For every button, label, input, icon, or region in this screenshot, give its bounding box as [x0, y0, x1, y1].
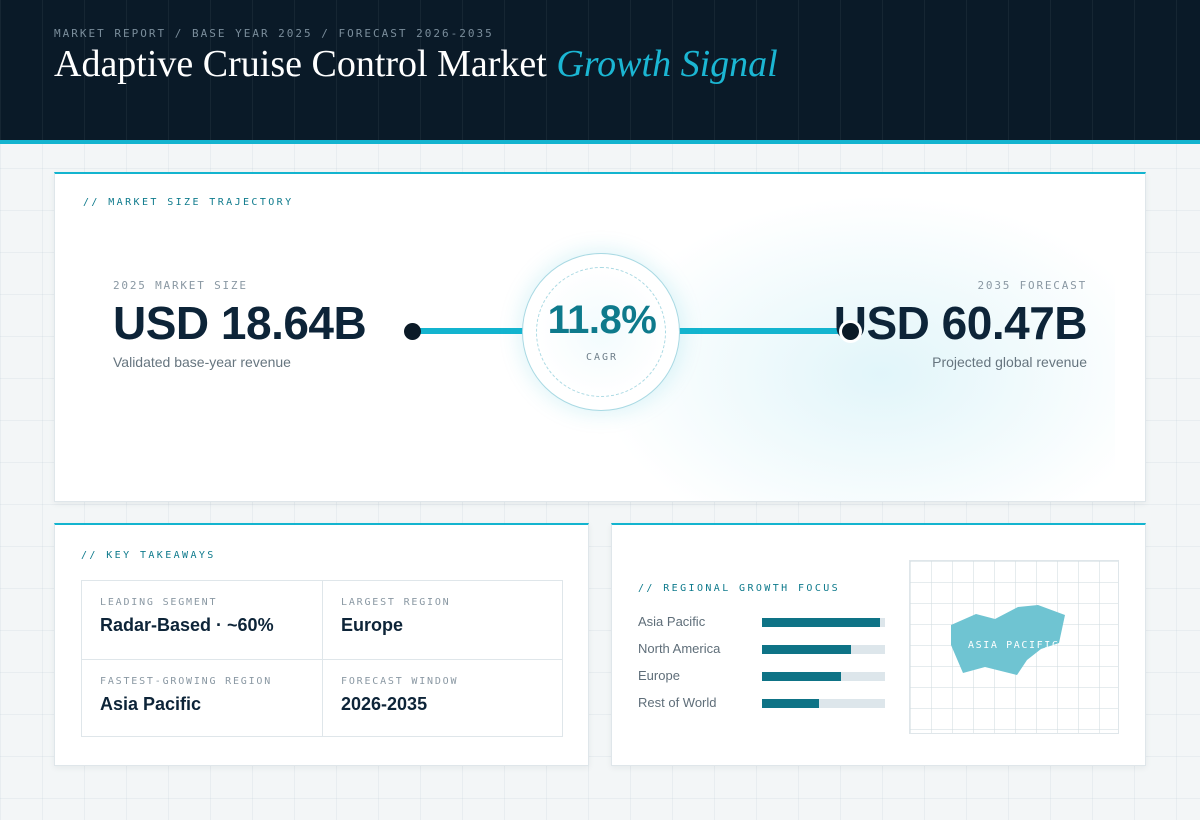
region-bar-track: [762, 699, 885, 708]
region-name: Rest of World: [638, 695, 717, 710]
base-year-value: USD 18.64B: [113, 297, 367, 349]
region-name: North America: [638, 641, 721, 656]
region-name: Europe: [638, 668, 680, 683]
takeaway-value: Asia Pacific: [100, 694, 202, 714]
regional-card-label: // REGIONAL GROWTH FOCUS: [638, 583, 841, 594]
cagr-inner-ring: 11.8% CAGR: [536, 267, 666, 397]
forecast-caption: 2035 FORECAST: [977, 279, 1087, 292]
market-size-trajectory-card: // MARKET SIZE TRAJECTORY 2025 MARKET SI…: [54, 172, 1146, 502]
base-year-caption: 2025 MARKET SIZE: [113, 279, 248, 292]
key-takeaways-card: // KEY TAKEAWAYS LEADING SEGMENT Radar-B…: [54, 523, 589, 766]
asia-pacific-shape: [951, 605, 1065, 675]
takeaway-leading-segment: LEADING SEGMENT Radar-Based · ~60%: [82, 581, 322, 659]
region-bar-track: [762, 672, 885, 681]
map-region-label: ASIA PACIFIC: [968, 640, 1060, 651]
takeaway-caption: FORECAST WINDOW: [341, 676, 459, 687]
cagr-badge: 11.8% CAGR: [522, 253, 680, 411]
title-accent: Growth Signal: [556, 43, 778, 85]
takeaways-card-label: // KEY TAKEAWAYS: [81, 550, 216, 561]
takeaway-fastest-growing-region: FASTEST-GROWING REGION Asia Pacific: [82, 659, 322, 737]
region-bar-fill: [762, 672, 841, 681]
base-year-subtitle: Validated base-year revenue: [113, 354, 291, 370]
regional-growth-card: // REGIONAL GROWTH FOCUS Asia Pacific No…: [611, 523, 1146, 766]
takeaway-value: Europe: [341, 615, 404, 635]
region-bar-asia-pacific: Asia Pacific: [638, 614, 888, 629]
title-main: Adaptive Cruise Control Market: [54, 43, 547, 85]
region-bar-europe: Europe: [638, 668, 888, 683]
region-bar-north-america: North America: [638, 641, 888, 656]
cagr-value: 11.8%: [547, 298, 657, 342]
region-bar-fill: [762, 618, 881, 627]
region-bar-track: [762, 645, 885, 654]
page-title: Adaptive Cruise Control Market Growth Si…: [54, 42, 778, 86]
forecast-subtitle: Projected global revenue: [932, 354, 1087, 370]
takeaways-grid: LEADING SEGMENT Radar-Based · ~60% LARGE…: [81, 580, 563, 737]
takeaway-caption: FASTEST-GROWING REGION: [100, 676, 273, 687]
asia-pacific-map-icon: [951, 605, 1065, 675]
start-point-marker: [404, 323, 421, 340]
takeaway-value: 2026-2035: [341, 694, 428, 714]
cagr-label: CAGR: [585, 352, 619, 363]
takeaway-largest-region: LARGEST REGION Europe: [322, 581, 562, 659]
region-mini-map: ASIA PACIFIC: [909, 560, 1119, 734]
takeaway-caption: LARGEST REGION: [341, 597, 451, 608]
takeaway-value: Radar-Based · ~60%: [100, 615, 274, 635]
end-point-marker: [842, 323, 859, 340]
region-bar-fill: [762, 645, 851, 654]
report-header: MARKET REPORT / BASE YEAR 2025 / FORECAS…: [0, 0, 1200, 144]
takeaway-forecast-window: FORECAST WINDOW 2026-2035: [322, 659, 562, 737]
breadcrumb: MARKET REPORT / BASE YEAR 2025 / FORECAS…: [54, 27, 494, 40]
region-name: Asia Pacific: [638, 614, 706, 629]
forecast-value: USD 60.47B: [833, 297, 1088, 349]
takeaway-caption: LEADING SEGMENT: [100, 597, 218, 608]
region-bar-track: [762, 618, 885, 627]
trajectory-card-label: // MARKET SIZE TRAJECTORY: [83, 197, 294, 208]
region-bar-rest-of-world: Rest of World: [638, 695, 888, 710]
region-bar-fill: [762, 699, 819, 708]
